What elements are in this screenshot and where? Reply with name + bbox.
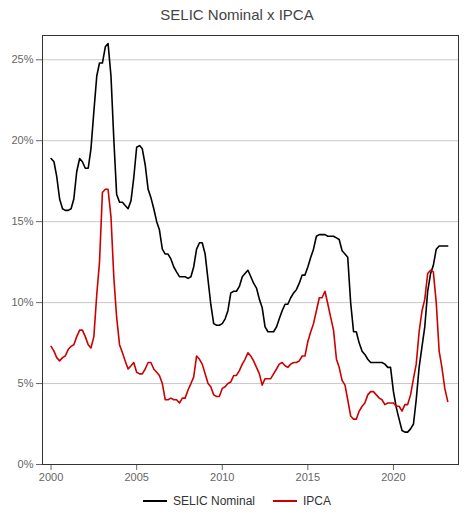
svg-text:0%: 0% — [18, 458, 34, 470]
svg-text:20%: 20% — [11, 134, 33, 146]
svg-text:10%: 10% — [11, 296, 33, 308]
svg-text:2010: 2010 — [210, 471, 234, 483]
svg-text:2015: 2015 — [296, 471, 320, 483]
svg-text:15%: 15% — [11, 215, 33, 227]
html-text:SELIC Nominal: SELIC Nominal — [173, 494, 255, 508]
svg-text:2020: 2020 — [381, 471, 405, 483]
svg-text:2005: 2005 — [124, 471, 148, 483]
svg-text:25%: 25% — [11, 53, 33, 65]
html-text:IPCA: IPCA — [303, 494, 331, 508]
svg-text:2000: 2000 — [39, 471, 63, 483]
svg-text:5%: 5% — [18, 377, 34, 389]
html-text:SELIC Nominal x IPCA: SELIC Nominal x IPCA — [160, 6, 314, 23]
